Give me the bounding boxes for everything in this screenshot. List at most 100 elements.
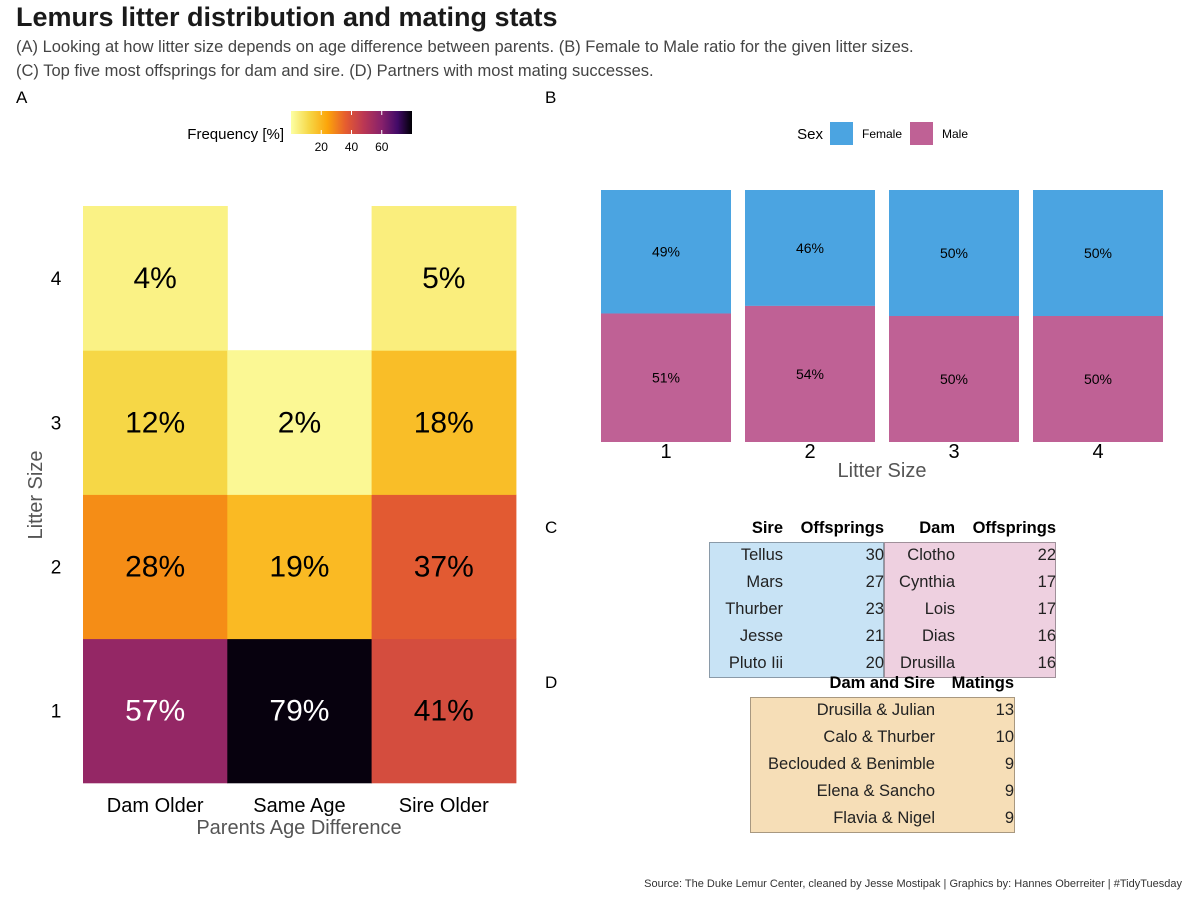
heatmap-y-tick-label: 1: [51, 702, 62, 723]
heatmap-x-tick-label: Dam Older: [107, 795, 204, 817]
panel-label-d: D: [545, 673, 558, 692]
heatmap-cell-label: 57%: [125, 695, 185, 728]
heatmap-cell: [83, 206, 228, 351]
dam-table-background: [884, 542, 1056, 678]
heatmap-x-axis-label: Parents Age Difference: [196, 817, 401, 839]
panel-label-c: C: [545, 518, 558, 537]
bar-legend-title: Sex: [797, 126, 823, 143]
legend-label-female: Female: [862, 127, 902, 141]
legend-swatch-male: [910, 122, 933, 145]
legend-swatch-female: [830, 122, 853, 145]
mating-count-cell: 13: [995, 701, 1014, 719]
heatmap-cell: [371, 206, 517, 351]
mating-pair-cell: Flavia & Nigel: [833, 809, 935, 827]
legend-label-male: Male: [942, 127, 968, 141]
table-header-dam-offsprings: Offsprings: [972, 519, 1056, 537]
mating-count-cell: 9: [1004, 782, 1014, 800]
bar-male: [745, 305, 875, 442]
table-header-sire: Sire: [751, 519, 783, 537]
sire-table-background: [709, 542, 884, 678]
heatmap-cell-label: 12%: [125, 406, 185, 439]
heatmap-y-tick-label: 3: [51, 413, 62, 434]
table-header-dam: Dam: [919, 519, 955, 537]
sire-name-cell: Tellus: [740, 546, 783, 564]
heatmap-y-axis-label: Litter Size: [25, 451, 47, 540]
bar-label-male: 51%: [652, 370, 680, 386]
bar-x-tick-label: 4: [1092, 441, 1103, 463]
bar-label-female: 50%: [1084, 245, 1112, 261]
bar-x-axis-label: Litter Size: [838, 460, 927, 482]
dam-offsprings-cell: 17: [1037, 573, 1056, 591]
dam-name-cell: Dias: [921, 627, 955, 645]
mating-count-cell: 10: [995, 728, 1014, 746]
bar-label-male: 50%: [1084, 371, 1112, 387]
mating-count-cell: 9: [1004, 809, 1014, 827]
bar-male: [601, 313, 731, 442]
bar-female: [601, 190, 731, 314]
dam-name-cell: Drusilla: [899, 654, 955, 672]
heatmap-legend-tick-label: 20: [315, 140, 329, 154]
sex-ratio-bar-chart: Sex Female Male 49% 51% 1 46% 54% 2 50% 50% 3 50%…: [601, 122, 1163, 482]
bar-x-tick-label: 3: [948, 441, 959, 463]
heatmap-cell: [371, 638, 517, 784]
bar-male: [889, 316, 1019, 442]
bar-x-tick-label: 2: [804, 441, 815, 463]
heatmap-cell-label: 18%: [414, 406, 474, 439]
heatmap-x-tick-label: Sire Older: [399, 795, 489, 817]
heatmap-cell-label: 41%: [414, 695, 474, 728]
heatmap-cell: [83, 494, 228, 640]
heatmap-legend-colorbar: [291, 111, 412, 134]
mating-pair-cell: Elena & Sancho: [816, 782, 935, 800]
dam-offsprings-cell: 16: [1037, 654, 1056, 672]
table-header-dam-and-sire: Dam and Sire: [829, 674, 935, 692]
heatmap-cell-label: 4%: [133, 262, 176, 295]
sire-name-cell: Thurber: [725, 600, 783, 618]
dam-offsprings-cell: 17: [1037, 600, 1056, 618]
dam-offsprings-cell: 16: [1037, 627, 1056, 645]
dam-name-cell: Cynthia: [899, 573, 955, 591]
heatmap-cell-label: 79%: [269, 695, 329, 728]
sire-offsprings-cell: 21: [865, 627, 884, 645]
dam-offsprings-cell: 22: [1037, 546, 1056, 564]
sire-name-cell: Pluto Iii: [728, 654, 783, 672]
bar-male: [1033, 316, 1163, 442]
bar-label-male: 50%: [940, 371, 968, 387]
sire-name-cell: Jesse: [739, 627, 783, 645]
heatmap-x-tick-label: Same Age: [253, 795, 345, 817]
bar-x-tick-label: 1: [660, 441, 671, 463]
mating-pair-cell: Beclouded & Benimble: [768, 755, 935, 773]
bar-label-male: 54%: [796, 366, 824, 382]
heatmap-legend-title: Frequency [%]: [187, 126, 284, 143]
heatmap-cell: [227, 494, 373, 640]
bar-female: [745, 190, 875, 306]
table-header-sire-offsprings: Offsprings: [800, 519, 884, 537]
heatmap-chart: Frequency [%] 20 40 60 57% 79% 41% 28% 19% 37% 1…: [25, 111, 517, 839]
mating-pair-cell: Drusilla & Julian: [816, 701, 935, 719]
dam-name-cell: Lois: [924, 600, 955, 618]
heatmap-cell: [371, 350, 517, 495]
heatmap-cell: [371, 494, 517, 640]
sire-offsprings-cell: 27: [865, 573, 884, 591]
mating-table-background: [750, 697, 1015, 833]
sire-offsprings-cell: 23: [865, 600, 884, 618]
mating-count-cell: 9: [1004, 755, 1014, 773]
bar-label-female: 46%: [796, 240, 824, 256]
heatmap-cell: [227, 638, 373, 784]
heatmap-y-tick-label: 4: [51, 269, 62, 290]
heatmap-cell: [83, 350, 228, 495]
sire-name-cell: Mars: [746, 573, 783, 591]
bar-female: [1033, 190, 1163, 316]
subtitle-line-2: (C) Top five most offsprings for dam and…: [16, 62, 654, 80]
heatmap-legend-tick-label: 60: [375, 140, 389, 154]
panel-label-a: A: [16, 88, 28, 107]
mating-pair-cell: Calo & Thurber: [823, 728, 935, 746]
heatmap-cell-label: 28%: [125, 551, 185, 584]
caption-source: Source: The Duke Lemur Center, cleaned b…: [644, 878, 1182, 890]
bar-label-female: 49%: [652, 244, 680, 260]
sire-offsprings-cell: 30: [865, 546, 884, 564]
table-header-matings: Matings: [951, 674, 1014, 692]
dam-name-cell: Clotho: [907, 546, 955, 564]
bar-female: [889, 190, 1019, 316]
heatmap-cell-label: 5%: [422, 262, 465, 295]
panel-label-b: B: [545, 88, 557, 107]
